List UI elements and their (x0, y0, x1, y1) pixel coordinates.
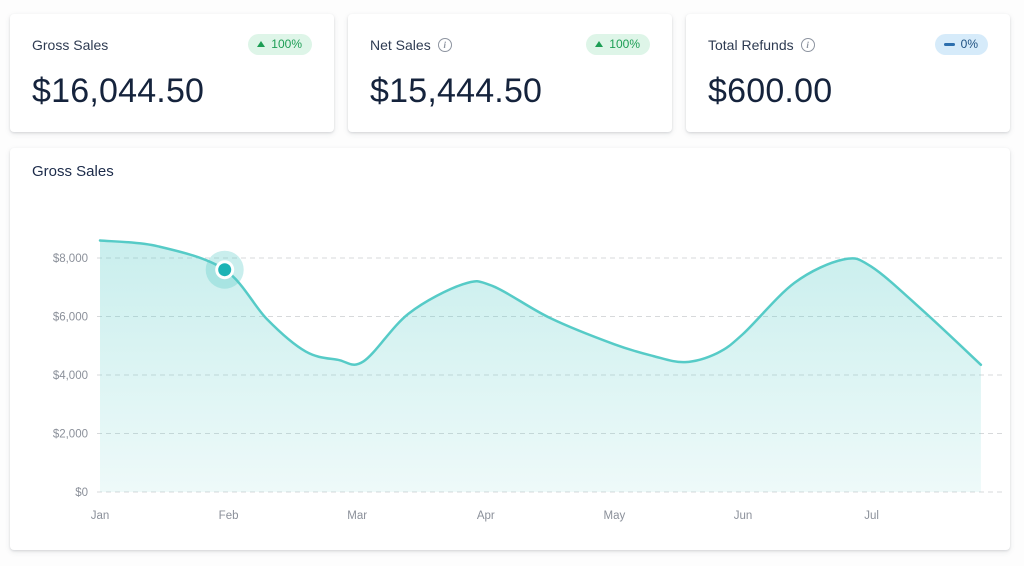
svg-text:$0: $0 (75, 487, 88, 499)
stat-label: Net Sales (370, 36, 431, 53)
highlighted-data-point[interactable] (205, 250, 244, 289)
stat-value: $15,444.50 (370, 72, 543, 110)
info-icon[interactable]: i (800, 37, 815, 52)
stat-label: Gross Sales (32, 36, 109, 53)
stat-label: Total Refunds (708, 36, 794, 53)
chart-line (98, 239, 983, 367)
trend-up-icon (257, 41, 266, 47)
y-axis-labels: $8,000 $6,000 $4,000 $2,000 $0 (53, 253, 88, 499)
trend-badge: 100% (586, 34, 650, 55)
stat-card-header: Total Refunds i 0% (708, 34, 988, 55)
stat-card-net-sales: Net Sales i 100% $15,444.50 (348, 14, 672, 132)
x-axis-labels: Jan Feb Mar Apr May Jun Jul (91, 510, 879, 522)
svg-text:$4,000: $4,000 (53, 370, 88, 382)
stat-card-gross-sales: Gross Sales 100% $16,044.50 (10, 14, 334, 132)
svg-text:May: May (604, 510, 626, 522)
stat-card-header: Gross Sales 100% (32, 34, 312, 55)
trend-flat-icon (943, 42, 955, 46)
info-icon[interactable]: i (437, 37, 452, 52)
svg-text:Feb: Feb (219, 510, 239, 522)
trend-badge-value: 100% (271, 37, 302, 51)
trend-up-icon (595, 41, 604, 47)
svg-text:Jun: Jun (734, 510, 753, 522)
svg-text:Mar: Mar (347, 510, 367, 522)
stat-value: $600.00 (708, 72, 833, 110)
stat-card-header: Net Sales i 100% (370, 34, 650, 55)
stat-card-total-refunds: Total Refunds i 0% $600.00 (686, 14, 1010, 132)
trend-badge-value: 100% (609, 37, 640, 51)
chart-area-fill (100, 240, 981, 492)
gross-sales-chart-card: Gross Sales $8,000 $6,000 $4,000 $2,000 $0 Ja… (10, 148, 1010, 550)
svg-text:$8,000: $8,000 (53, 253, 88, 265)
chart-title: Gross Sales (32, 163, 114, 180)
svg-text:Apr: Apr (477, 510, 495, 522)
trend-badge-value: 0% (960, 37, 978, 51)
svg-text:Jan: Jan (91, 510, 110, 522)
stat-value: $16,044.50 (32, 72, 205, 110)
svg-text:$6,000: $6,000 (53, 312, 88, 324)
trend-badge: 100% (248, 34, 312, 55)
svg-text:$2,000: $2,000 (53, 429, 88, 441)
stat-cards-row: Gross Sales 100% $16,044.50 Net Sales i … (10, 14, 1010, 132)
trend-badge: 0% (934, 34, 988, 55)
svg-text:Jul: Jul (864, 510, 879, 522)
